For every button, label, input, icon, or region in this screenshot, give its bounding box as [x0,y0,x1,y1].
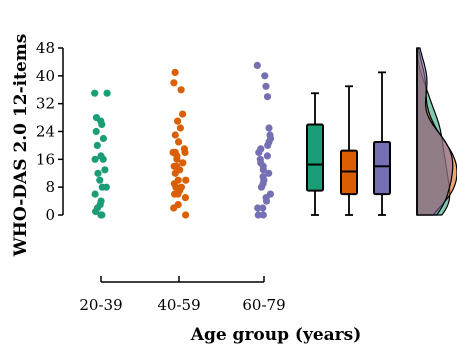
data-point [265,124,273,132]
y-tick-label: 48 [36,39,55,57]
data-point [254,204,262,212]
density-curve [416,47,454,216]
data-point [263,93,272,101]
y-tick-label: 32 [36,95,55,113]
x-tick-label: 20-39 [79,296,122,314]
density-plot [416,47,457,216]
y-tick-label: 8 [45,178,55,196]
y-ticks: 0 8 16 24 32 40 48 [36,39,63,224]
y-tick-label: 16 [36,150,55,168]
data-point [170,162,178,170]
x-axis-title: Age group (years) [190,325,361,345]
data-point [101,166,109,174]
data-point [182,176,190,184]
data-point [91,89,99,97]
points-layer [91,61,275,219]
data-point [265,169,273,177]
data-point [179,159,187,167]
data-point [174,117,182,125]
data-point [91,155,99,163]
data-point [174,201,182,209]
axes: 0 8 16 24 32 40 48 20-39 40-59 60-79 [36,39,286,314]
box-iqr [306,123,324,192]
x-tick-label: 40-59 [157,296,200,314]
x-tick-label: 60-79 [242,296,285,314]
y-axis-title: WHO-DAS 2.0 12-items [11,34,31,258]
data-point [177,86,185,94]
data-point [96,176,104,184]
y-tick-label: 40 [36,67,55,85]
data-point [175,138,183,146]
y-tick-label: 24 [36,123,55,141]
data-point [170,79,178,87]
boxplots [306,71,391,216]
data-point [97,152,105,160]
data-point [171,68,179,76]
data-point [92,127,100,136]
data-point [179,110,187,118]
data-point [259,173,267,181]
data-point [263,152,271,160]
data-point [261,72,269,80]
data-point [94,169,102,177]
y-tick-label: 0 [45,206,55,224]
data-point [253,61,261,69]
data-point [99,134,107,143]
data-point [257,145,265,153]
data-point [266,190,274,198]
data-point [182,211,190,219]
data-point [176,124,184,132]
data-point [254,211,262,219]
data-point [266,131,274,139]
data-point [262,82,270,90]
data-point [98,211,106,219]
data-point [97,197,105,205]
data-point [93,141,101,149]
data-point [92,114,101,122]
data-point [177,183,185,191]
data-point [98,183,106,191]
x-ticks: 20-39 40-59 60-79 [79,276,286,314]
data-point [171,131,179,139]
data-point [181,194,189,202]
data-point [256,155,264,163]
data-point [91,190,99,198]
data-point [174,176,182,184]
data-point [259,204,267,212]
box-iqr [373,140,391,196]
data-point [103,89,111,97]
data-point [259,211,267,219]
data-point [180,145,188,153]
data-point [171,148,179,156]
